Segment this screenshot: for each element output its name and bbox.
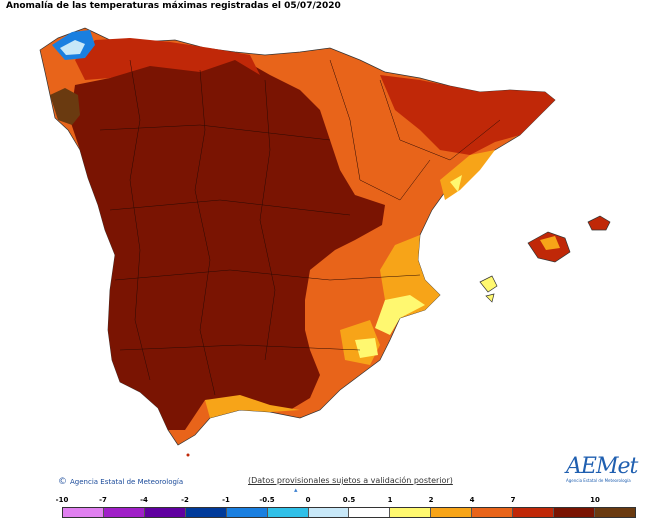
aemet-logo-subtitle: Agencia Estatal de Meteorología bbox=[566, 478, 631, 483]
legend-swatch bbox=[308, 508, 350, 517]
legend-swatch bbox=[554, 508, 595, 517]
legend-tick-label: -2 bbox=[181, 496, 189, 504]
legend-swatch bbox=[144, 508, 186, 517]
region-galicia-lightblue bbox=[60, 40, 85, 55]
region-east-coast bbox=[205, 150, 495, 418]
legend-tick-label: 2 bbox=[428, 496, 434, 504]
aemet-credit: © Agencia Estatal de Meteorología bbox=[58, 477, 183, 487]
legend-tick-labels: -10 -7 -4 -2 -1 -0.5 0 0.5 1 2 4 7 10 bbox=[0, 496, 645, 506]
legend-tick-label: -7 bbox=[99, 496, 107, 504]
region-galicia-brown bbox=[50, 88, 80, 125]
legend-tick-label: -0.5 bbox=[259, 496, 275, 504]
region-very-high bbox=[70, 58, 385, 430]
legend-swatch bbox=[63, 508, 104, 517]
aemet-logo-text: AEMet bbox=[566, 454, 638, 479]
credit-text: Agencia Estatal de Meteorología bbox=[70, 478, 184, 486]
copyright-icon: © bbox=[58, 477, 67, 487]
map-title: Anomalía de las temperaturas máximas reg… bbox=[6, 1, 341, 11]
legend-swatch bbox=[594, 508, 635, 517]
legend-swatch bbox=[513, 508, 555, 517]
legend-tick-label: 4 bbox=[469, 496, 475, 504]
provisional-data-note: (Datos provisionales sujetos a validació… bbox=[248, 476, 453, 485]
legend-swatch bbox=[226, 508, 268, 517]
aemet-logo: AEMet Agencia Estatal de Meteorología bbox=[566, 454, 638, 484]
province-borders bbox=[99, 59, 501, 396]
region-north-coast bbox=[75, 38, 260, 80]
spain-anomaly-map bbox=[39, 27, 611, 457]
legend-tick-label: 7 bbox=[510, 496, 516, 504]
legend-tick-label: 0 bbox=[305, 496, 311, 504]
legend-tick-label: -4 bbox=[140, 496, 148, 504]
legend-tick-label: 0.5 bbox=[342, 496, 356, 504]
legend-marker-icon: ▴ bbox=[294, 486, 298, 494]
legend-swatch bbox=[390, 508, 432, 517]
island-mallorca-low bbox=[540, 236, 560, 250]
legend-tick-label: 1 bbox=[387, 496, 393, 504]
region-low-anomaly bbox=[355, 175, 462, 358]
island-formentera bbox=[485, 293, 495, 303]
island-ibiza bbox=[479, 275, 498, 293]
legend-tick-label: 10 bbox=[590, 496, 600, 504]
legend-swatch bbox=[103, 508, 145, 517]
color-scale-legend bbox=[62, 507, 636, 518]
region-northeast bbox=[380, 75, 555, 155]
ceuta-dot bbox=[186, 453, 190, 457]
legend-swatch bbox=[185, 508, 227, 517]
legend-swatch bbox=[472, 508, 514, 517]
legend-swatch bbox=[349, 508, 391, 517]
island-menorca bbox=[587, 215, 611, 231]
legend-tick-label: -10 bbox=[55, 496, 69, 504]
legend-swatch bbox=[267, 508, 309, 517]
legend-swatch bbox=[431, 508, 473, 517]
legend-tick-label: -1 bbox=[222, 496, 230, 504]
